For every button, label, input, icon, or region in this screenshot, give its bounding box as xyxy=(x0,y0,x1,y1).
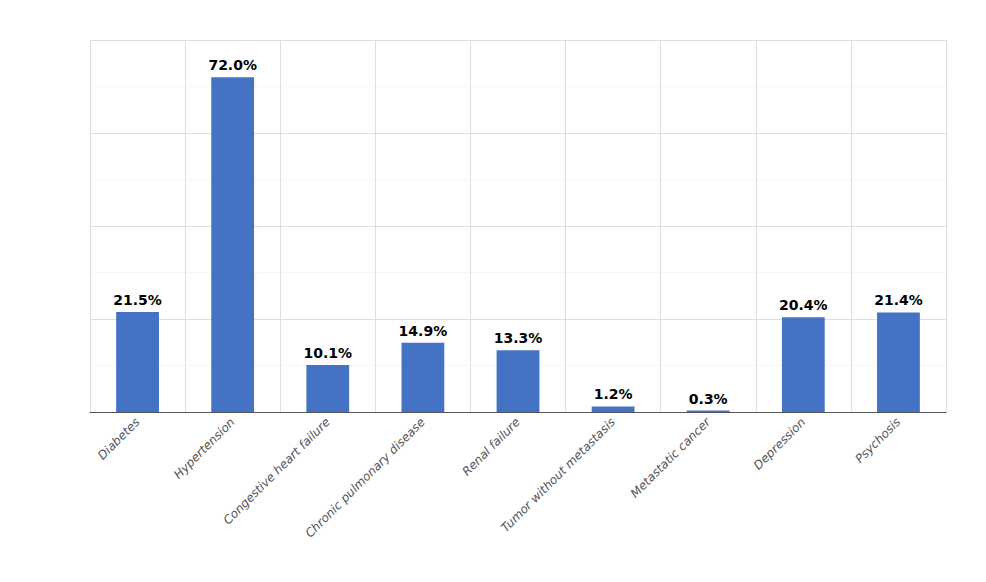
svg-text:Hypertension: Hypertension xyxy=(171,415,238,482)
svg-text:21.5%: 21.5% xyxy=(113,292,162,308)
svg-text:14.9%: 14.9% xyxy=(399,323,448,339)
svg-text:Congestive heart failure: Congestive heart failure xyxy=(221,415,333,527)
svg-text:Tumor without metastasis: Tumor without metastasis xyxy=(498,415,618,535)
svg-text:Depression: Depression xyxy=(751,415,808,472)
svg-text:72.0%: 72.0% xyxy=(208,57,257,73)
svg-text:Renal failure: Renal failure xyxy=(459,415,523,479)
svg-text:21.4%: 21.4% xyxy=(874,292,923,308)
svg-text:13.3%: 13.3% xyxy=(494,330,543,346)
svg-text:0.3%: 0.3% xyxy=(689,391,728,407)
svg-text:10.1%: 10.1% xyxy=(303,345,352,361)
svg-text:Diabetes: Diabetes xyxy=(95,415,143,463)
svg-text:20.4%: 20.4% xyxy=(779,297,828,313)
svg-text:1.2%: 1.2% xyxy=(594,386,633,402)
svg-text:Psychosis: Psychosis xyxy=(853,415,904,466)
svg-text:Metastatic cancer: Metastatic cancer xyxy=(628,414,714,500)
svg-text:Chronic pulmonary disease: Chronic pulmonary disease xyxy=(302,415,427,540)
